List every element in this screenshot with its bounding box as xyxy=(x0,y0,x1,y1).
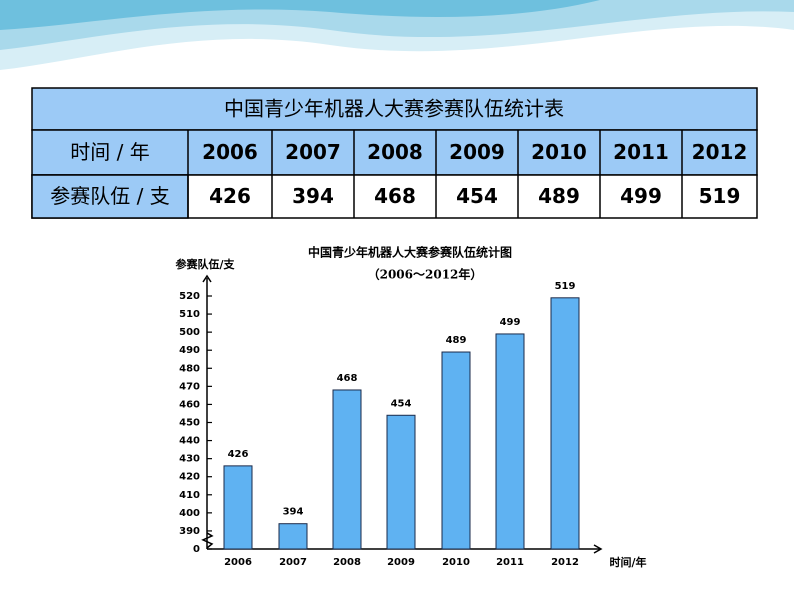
decor-wave xyxy=(0,0,600,30)
table-row-head xyxy=(31,174,189,219)
y-tick-label: 450 xyxy=(179,418,200,429)
y-tick-label: 520 xyxy=(179,291,200,302)
table-title-cell xyxy=(31,87,758,131)
table-cell: 参赛队伍 / 支 xyxy=(50,184,169,208)
y-axis-arrow xyxy=(202,274,212,283)
table-cell: 519 xyxy=(699,184,741,208)
y-tick-label: 480 xyxy=(179,363,200,374)
y-tick-label: 510 xyxy=(179,309,200,320)
table-cell: 454 xyxy=(456,184,498,208)
table-cell: 2006 xyxy=(202,140,258,164)
table-cell: 468 xyxy=(374,184,416,208)
x-tick-label: 2012 xyxy=(551,557,579,568)
y-tick-label: 500 xyxy=(179,327,200,338)
table-cell: 2012 xyxy=(692,140,748,164)
value-label: 394 xyxy=(283,507,304,518)
bar xyxy=(495,333,525,550)
table-cell: 2009 xyxy=(449,140,505,164)
y-tick-label: 430 xyxy=(179,454,200,465)
table-cell: 2008 xyxy=(367,140,423,164)
bar xyxy=(278,523,308,550)
y-tick-label: 400 xyxy=(179,508,200,519)
y-tick-label: 390 xyxy=(179,526,200,537)
y-tick-label: 460 xyxy=(179,399,200,410)
y-tick-label: 490 xyxy=(179,345,200,356)
y-tick-label: 470 xyxy=(179,381,200,392)
table-cell: 2011 xyxy=(613,140,669,164)
bar xyxy=(550,297,580,550)
x-axis-label: 时间/年 xyxy=(609,555,646,569)
x-tick-label: 2009 xyxy=(387,557,415,568)
x-tick-label: 2006 xyxy=(224,557,252,568)
chart-title: 中国青少年机器人大赛参赛队伍统计图 xyxy=(308,245,512,260)
y-tick-label: 420 xyxy=(179,472,200,483)
table-title: 中国青少年机器人大赛参赛队伍统计表 xyxy=(224,97,564,121)
value-label: 519 xyxy=(555,281,576,292)
table-cell: 2010 xyxy=(531,140,587,164)
table-cell: 499 xyxy=(620,184,662,208)
x-axis-arrow xyxy=(593,544,603,554)
bar xyxy=(386,414,416,550)
table-cell: 394 xyxy=(292,184,334,208)
value-label: 454 xyxy=(391,398,412,409)
value-label: 499 xyxy=(500,317,521,328)
x-tick-label: 2007 xyxy=(279,557,307,568)
axis-break xyxy=(201,532,214,549)
y-tick-label: 440 xyxy=(179,436,200,447)
table-cell: 489 xyxy=(538,184,580,208)
value-label: 489 xyxy=(446,335,467,346)
table-cell: 426 xyxy=(209,184,251,208)
table-cell: 2007 xyxy=(285,140,341,164)
bar xyxy=(223,465,253,550)
bar xyxy=(441,351,471,550)
y-axis-label: 参赛队伍/支 xyxy=(175,257,235,271)
y-tick-label: 410 xyxy=(179,490,200,501)
table: 中国青少年机器人大赛参赛队伍统计表 xyxy=(31,87,758,219)
x-tick-label: 2008 xyxy=(333,557,361,568)
value-label: 468 xyxy=(337,373,358,384)
x-tick-label: 2011 xyxy=(496,557,524,568)
x-tick-label: 2010 xyxy=(442,557,470,568)
value-label: 426 xyxy=(228,449,249,460)
decor-wave xyxy=(0,0,794,50)
y-tick-label: 0 xyxy=(193,544,200,555)
table-cell: 时间 / 年 xyxy=(70,140,149,164)
bar xyxy=(332,389,362,550)
chart-subtitle: （2006～2012年） xyxy=(368,267,483,282)
